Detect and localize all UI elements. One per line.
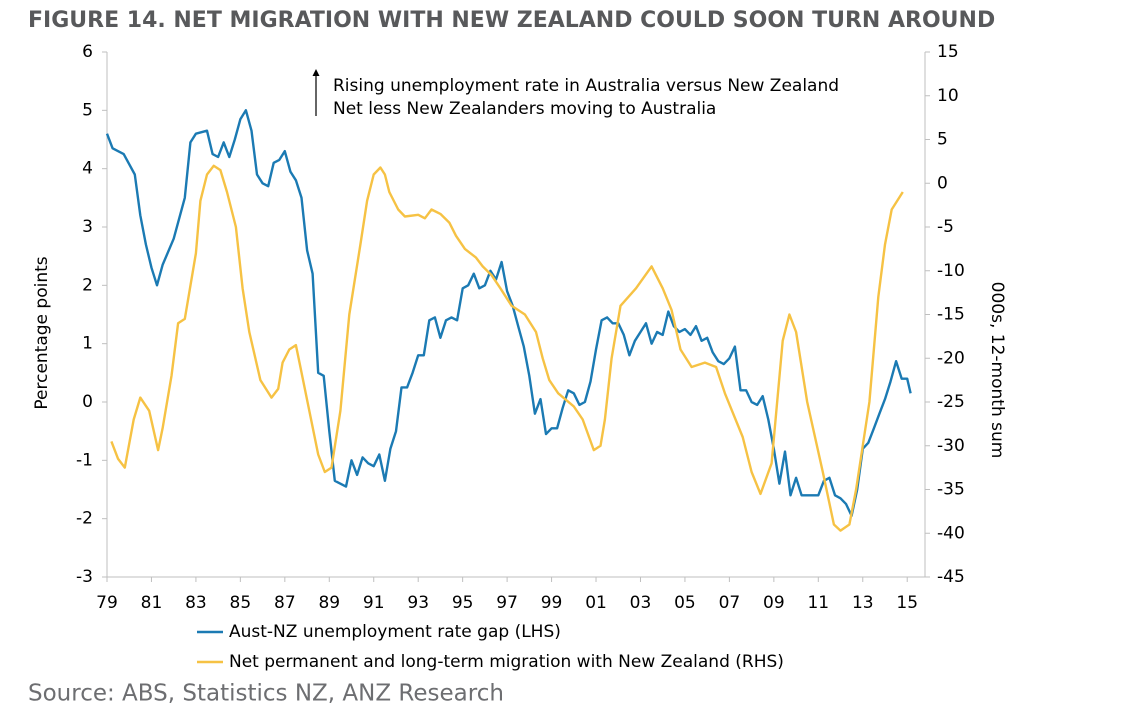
x-tick-label: 87: [274, 593, 296, 613]
annotation: Rising unemployment rate in Australia ve…: [333, 76, 839, 96]
y-tick-label: 6: [82, 42, 93, 62]
y-tick-label: 2: [82, 275, 93, 295]
y2-tick-label: -20: [937, 348, 965, 368]
y-tick-label: 5: [82, 100, 93, 120]
x-tick-label: 91: [363, 593, 385, 613]
y2-tick-label: -40: [937, 523, 965, 543]
line-series: [110, 164, 904, 532]
chart-title: FIGURE 14. NET MIGRATION WITH NEW ZEALAN…: [28, 8, 995, 33]
y-tick-label: -1: [76, 450, 93, 470]
line-series: [105, 109, 912, 517]
x-tick-label: 11: [807, 593, 829, 613]
y2-tick-label: -5: [937, 217, 954, 237]
y2-tick-label: 10: [937, 86, 959, 106]
x-tick-label: 13: [852, 593, 874, 613]
legend-label: Net permanent and long-term migration wi…: [229, 652, 784, 672]
x-tick-label: 09: [763, 593, 785, 613]
x-tick-label: 79: [96, 593, 118, 613]
y-tick-label: -3: [76, 567, 93, 587]
y2-axis-label: 000s, 12-month sum: [987, 282, 1007, 459]
source: Source: ABS, Statistics NZ, ANZ Research: [28, 681, 504, 707]
y-tick-label: 4: [82, 159, 93, 179]
y2-tick-label: -35: [937, 480, 965, 500]
y2-tick-label: 5: [937, 130, 948, 150]
x-tick-label: 99: [541, 593, 563, 613]
x-tick-label: 95: [452, 593, 474, 613]
y-axis-label: Percentage points: [32, 256, 52, 409]
annotation-arrowhead: [312, 69, 320, 76]
y-tick-label: 1: [82, 334, 93, 354]
y2-tick-label: -30: [937, 436, 965, 456]
y-tick-label: -2: [76, 509, 93, 529]
x-tick-label: 07: [719, 593, 741, 613]
annotation: Net less New Zealanders moving to Austra…: [333, 99, 716, 119]
x-tick-label: 05: [674, 593, 696, 613]
y2-tick-label: -10: [937, 261, 965, 281]
x-tick-label: 83: [185, 593, 207, 613]
y2-tick-label: -25: [937, 392, 965, 412]
x-tick-label: 03: [630, 593, 652, 613]
x-tick-label: 89: [318, 593, 340, 613]
y-tick-label: 0: [82, 392, 93, 412]
x-tick-label: 97: [496, 593, 518, 613]
y2-tick-label: 0: [937, 173, 948, 193]
x-tick-label: 01: [585, 593, 607, 613]
x-tick-label: 15: [896, 593, 918, 613]
x-tick-label: 85: [230, 593, 252, 613]
legend-label: Aust-NZ unemployment rate gap (LHS): [229, 622, 561, 642]
y2-tick-label: -15: [937, 305, 965, 325]
x-tick-label: 81: [141, 593, 163, 613]
y2-tick-label: -45: [937, 567, 965, 587]
x-tick-label: 93: [407, 593, 429, 613]
y-tick-label: 3: [82, 217, 93, 237]
y2-tick-label: 15: [937, 42, 959, 62]
